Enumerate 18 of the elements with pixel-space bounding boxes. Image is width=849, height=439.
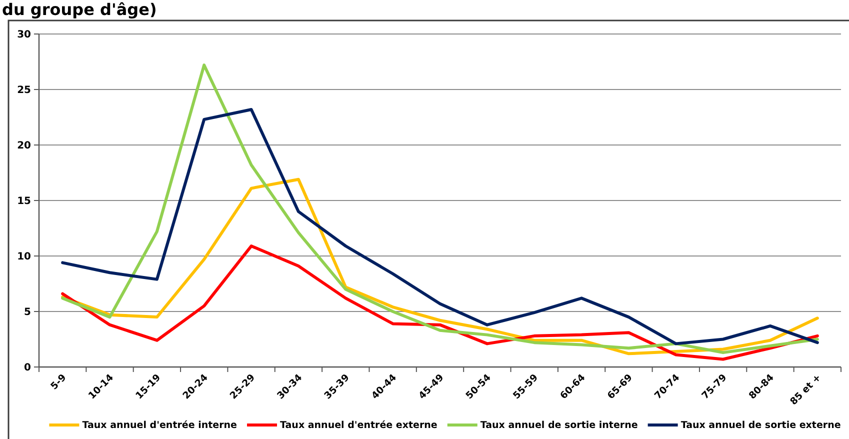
legend-label: Taux annuel de sortie externe: [680, 420, 841, 431]
legend-label: Taux annuel de sortie interne: [480, 420, 638, 431]
y-tick-label: 20: [17, 140, 32, 152]
y-tick-label: 30: [17, 30, 32, 40]
y-tick-label: 10: [17, 252, 32, 262]
line-series: [61, 64, 819, 354]
line-series: [61, 244, 819, 361]
y-tick-label: 15: [17, 196, 32, 207]
x-tick-label: 5-9: [48, 372, 69, 392]
chart-title: du groupe d'âge): [2, 0, 157, 19]
y-tick-label: 25: [17, 85, 32, 96]
line-series: [61, 178, 819, 356]
legend-label: Taux annuel d'entrée interne: [82, 420, 238, 431]
line-series: [61, 108, 819, 346]
x-tick-label: 85 et +: [788, 372, 824, 408]
legend-label: Taux annuel d'entrée externe: [280, 420, 438, 431]
y-tick-label: 5: [24, 307, 32, 318]
y-tick-label: 0: [24, 362, 32, 374]
